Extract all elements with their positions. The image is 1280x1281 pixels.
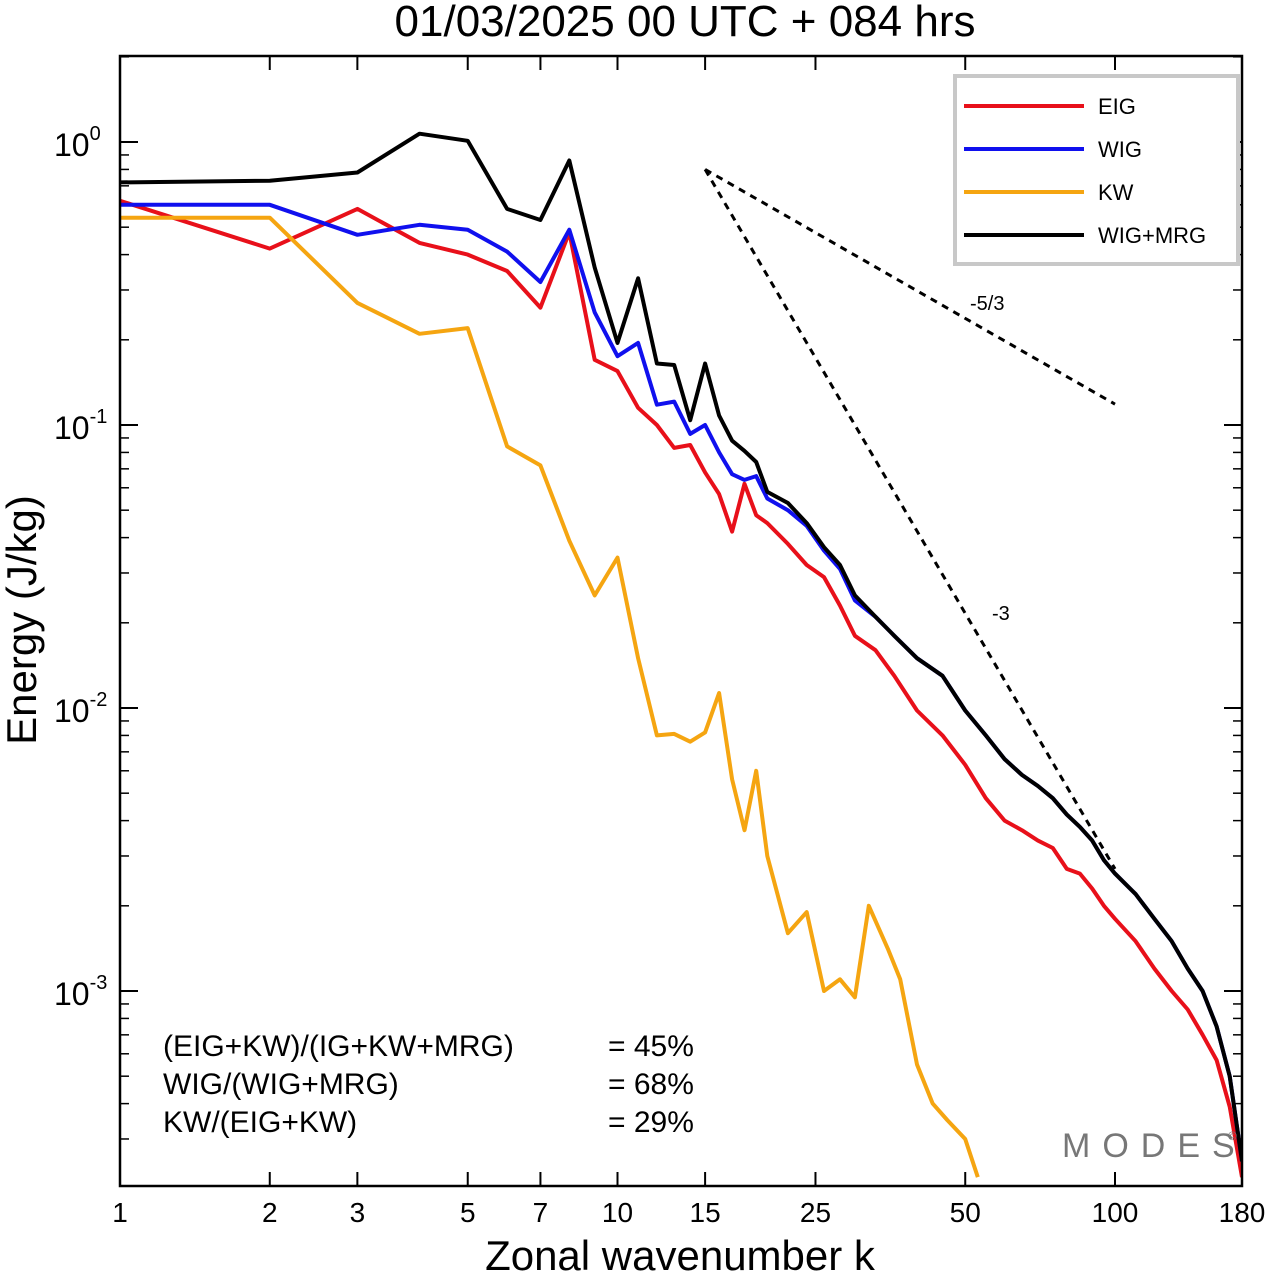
x-tick-label: 25 [800, 1197, 831, 1228]
plot-area [120, 131, 1242, 1178]
legend-label: WIG+MRG [1098, 223, 1206, 248]
statistic-label: (EIG+KW)/(IG+KW+MRG) [163, 1030, 514, 1063]
series-line-eig [120, 198, 1242, 1178]
x-tick-label: 2 [262, 1197, 278, 1228]
reference-line-labels: -5/3 -3 [970, 293, 1010, 625]
statistic-value: = 29% [608, 1106, 694, 1139]
statistic-label: KW/(EIG+KW) [163, 1106, 357, 1139]
series-line-kw [120, 215, 980, 1178]
reference-line-label: -3 [992, 603, 1010, 625]
x-tick-label: 1 [112, 1197, 128, 1228]
legend: EIG WIG KW WIG+MRG [953, 74, 1240, 266]
legend-label: KW [1098, 180, 1134, 205]
x-tick-labels: 1 2 3 5 7 10 15 25 50 100 180 [112, 1197, 1265, 1228]
statistic-value: = 68% [608, 1068, 694, 1101]
watermark-text: MODES [1062, 1127, 1247, 1165]
y-tick-label: 10-2 [54, 689, 107, 729]
y-tick-labels: 100 10-1 10-2 10-3 [54, 123, 107, 1012]
series-line-wig [120, 202, 1242, 1162]
series-line-wig-mrg [120, 131, 1242, 1162]
statistics-block: (EIG+KW)/(IG+KW+MRG) = 45% WIG/(WIG+MRG) = … [163, 1030, 694, 1139]
x-tick-label: 3 [350, 1197, 366, 1228]
x-tick-label: 50 [950, 1197, 981, 1228]
modes-watermark: MODES [1062, 1127, 1247, 1165]
statistic-label: WIG/(WIG+MRG) [163, 1068, 399, 1101]
chart-title: 01/03/2025 00 UTC + 084 hrs [395, 0, 976, 46]
x-tick-label: 5 [460, 1197, 476, 1228]
y-tick-label: 10-3 [54, 972, 107, 1012]
axis-ticks [119, 56, 1243, 1186]
reference-lines [703, 168, 1117, 870]
x-tick-label: 100 [1092, 1197, 1139, 1228]
x-axis-label: Zonal wavenumber k [485, 1232, 876, 1279]
x-tick-label: 15 [690, 1197, 721, 1228]
plot-frame [118, 54, 1244, 1188]
legend-label: EIG [1098, 94, 1136, 119]
reference-line [704, 168, 1116, 406]
x-tick-label: 10 [602, 1197, 633, 1228]
reference-line [703, 168, 1117, 870]
series-lines [120, 131, 1242, 1178]
statistic-value: = 45% [608, 1030, 694, 1063]
y-tick-label: 10-1 [54, 406, 107, 446]
x-tick-label: 7 [533, 1197, 549, 1228]
legend-label: WIG [1098, 137, 1142, 162]
y-tick-label: 100 [54, 123, 101, 163]
x-tick-label: 180 [1219, 1197, 1266, 1228]
copyright-mark: © [1228, 1129, 1237, 1143]
reference-line-label: -5/3 [970, 293, 1004, 315]
y-axis-label: Energy (J/kg) [0, 495, 45, 745]
